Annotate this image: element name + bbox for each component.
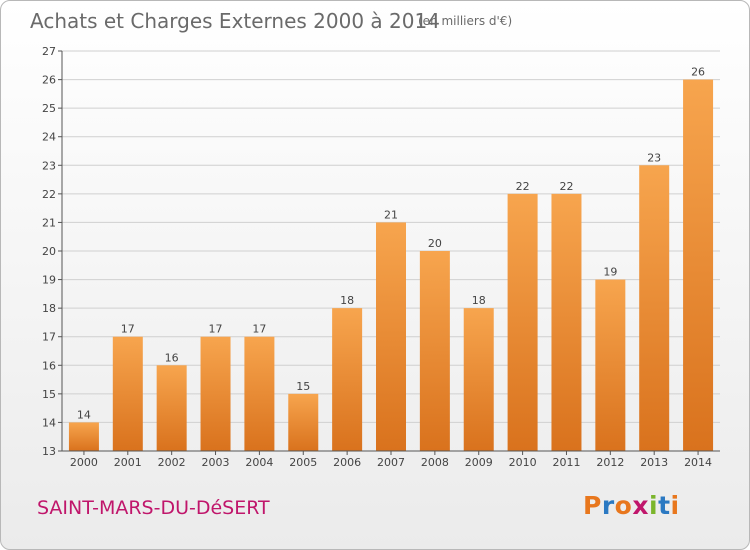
- x-tick-label: 2004: [245, 456, 273, 469]
- x-tick-label: 2008: [421, 456, 449, 469]
- y-tick-label: 27: [42, 45, 56, 58]
- bar: [463, 308, 494, 451]
- y-tick-label: 16: [42, 359, 56, 372]
- bar: [419, 251, 450, 451]
- data-label: 17: [121, 323, 135, 336]
- bar: [288, 393, 319, 451]
- data-label: 23: [647, 151, 661, 164]
- y-tick-label: 18: [42, 302, 56, 315]
- bar: [112, 336, 143, 451]
- y-tick-label: 26: [42, 74, 56, 87]
- proxiti-logo: Proxiti: [583, 491, 680, 520]
- y-tick-label: 20: [42, 245, 56, 258]
- bar: [332, 308, 363, 451]
- x-tick-label: 2012: [596, 456, 624, 469]
- bar: [683, 79, 714, 452]
- bar: [595, 279, 626, 451]
- x-tick-label: 2000: [70, 456, 98, 469]
- data-label: 18: [472, 294, 486, 307]
- bar: [639, 165, 670, 452]
- bar: [551, 193, 582, 451]
- y-tick-label: 21: [42, 216, 56, 229]
- data-label: 20: [428, 237, 442, 250]
- y-tick-label: 24: [42, 131, 56, 144]
- x-tick-label: 2014: [684, 456, 712, 469]
- chart-subtitle: (en milliers d'€): [418, 14, 513, 28]
- y-tick-label: 14: [42, 416, 56, 429]
- logo-letter: i: [670, 491, 680, 520]
- chart-title: Achats et Charges Externes 2000 à 2014: [30, 9, 440, 33]
- data-label: 16: [165, 351, 179, 364]
- x-tick-label: 2002: [158, 456, 186, 469]
- logo-letter: o: [614, 491, 633, 520]
- data-label: 26: [691, 66, 705, 79]
- logo-letter: r: [601, 491, 615, 520]
- y-tick-label: 25: [42, 102, 56, 115]
- x-tick-label: 2009: [465, 456, 493, 469]
- x-tick-label: 2010: [509, 456, 537, 469]
- x-tick-label: 2003: [202, 456, 230, 469]
- data-label: 14: [77, 408, 91, 421]
- y-tick-label: 17: [42, 331, 56, 344]
- x-tick-label: 2001: [114, 456, 142, 469]
- bar: [68, 422, 99, 451]
- logo-letter: P: [583, 491, 602, 520]
- bar: [156, 365, 187, 451]
- data-label: 22: [559, 180, 573, 193]
- data-label: 17: [209, 323, 223, 336]
- data-label: 18: [340, 294, 354, 307]
- x-tick-label: 2006: [333, 456, 361, 469]
- bar: [507, 193, 538, 451]
- bar: [376, 222, 406, 451]
- data-label: 19: [603, 266, 617, 279]
- logo-letter: x: [632, 491, 649, 520]
- data-label: 22: [516, 180, 530, 193]
- x-tick-label: 2013: [640, 456, 668, 469]
- y-tick-label: 22: [42, 188, 56, 201]
- logo-letter: t: [658, 491, 671, 520]
- y-tick-label: 15: [42, 388, 56, 401]
- x-tick-label: 2011: [552, 456, 580, 469]
- logo-letter: i: [649, 491, 659, 520]
- bar: [200, 336, 231, 451]
- data-label: 17: [252, 323, 266, 336]
- y-tick-label: 13: [42, 445, 56, 458]
- place-name: SAINT-MARS-DU-DéSERT: [37, 497, 270, 519]
- data-label: 21: [384, 208, 398, 221]
- x-tick-label: 2005: [289, 456, 317, 469]
- y-tick-label: 19: [42, 274, 56, 287]
- y-tick-label: 23: [42, 159, 56, 172]
- data-label: 15: [296, 380, 310, 393]
- bar: [244, 336, 275, 451]
- x-tick-label: 2007: [377, 456, 405, 469]
